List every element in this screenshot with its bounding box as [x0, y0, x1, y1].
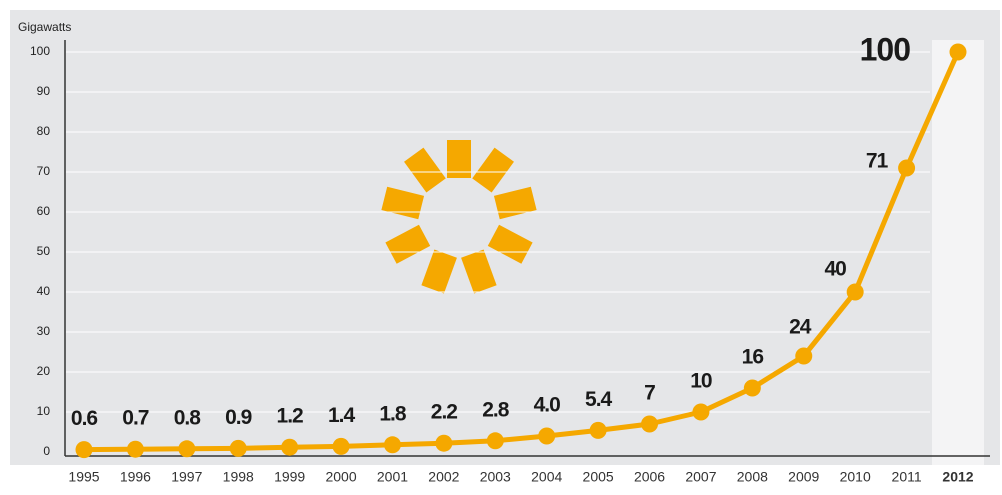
- x-tick-label: 2005: [583, 469, 614, 485]
- value-label: 5.4: [585, 388, 613, 411]
- value-label: 0.7: [122, 407, 149, 430]
- value-label: 4.0: [534, 394, 561, 417]
- sun-icon: [381, 140, 537, 294]
- x-tick-label: 2010: [840, 469, 871, 485]
- value-label: 1.8: [379, 402, 407, 425]
- y-tick-label: 80: [37, 124, 51, 138]
- point: [486, 432, 504, 450]
- point: [538, 427, 556, 445]
- line: [83, 50, 961, 453]
- point: [126, 440, 144, 458]
- y-tick-label: 50: [37, 244, 51, 258]
- point: [589, 421, 607, 439]
- point: [949, 43, 967, 61]
- x-tick-label: 1996: [120, 469, 151, 485]
- x-tick-label: 2000: [325, 469, 356, 485]
- point: [846, 283, 864, 301]
- point: [75, 441, 93, 459]
- x-tick-label: 2012: [942, 469, 973, 485]
- x-tick-label: 1995: [68, 469, 99, 485]
- x-tick-label: 1999: [274, 469, 305, 485]
- x-tick-label: 2002: [428, 469, 459, 485]
- point: [281, 438, 299, 456]
- value-label: 1.4: [328, 404, 356, 427]
- value-label: 2.2: [431, 401, 458, 424]
- y-tick-label: 70: [37, 164, 51, 178]
- x-tick-label: 2001: [377, 469, 408, 485]
- point: [435, 434, 453, 452]
- value-label: 71: [866, 150, 889, 173]
- point: [332, 437, 350, 455]
- value-label: 100: [860, 31, 911, 67]
- point: [229, 439, 247, 457]
- point: [743, 379, 761, 397]
- x-tick-label: 2004: [531, 469, 562, 485]
- y-tick-label: 60: [37, 204, 51, 218]
- y-tick-label: 20: [37, 364, 51, 378]
- value-label: 40: [824, 258, 846, 281]
- point: [898, 159, 916, 177]
- point: [178, 440, 196, 458]
- x-tick-label: 2007: [685, 469, 716, 485]
- y-axis-label: Gigawatts: [18, 20, 71, 34]
- value-label: 1.2: [277, 405, 304, 428]
- point: [641, 415, 659, 433]
- value-label: 0.9: [225, 406, 252, 429]
- x-tick-label: 2009: [788, 469, 819, 485]
- point: [383, 436, 401, 454]
- value-label: 0.8: [174, 406, 202, 429]
- value-label: 10: [690, 370, 712, 393]
- point: [795, 347, 813, 365]
- x-tick-label: 2008: [737, 469, 768, 485]
- x-tick-label: 1998: [223, 469, 254, 485]
- y-tick-label: 40: [37, 284, 51, 298]
- x-tick-label: 2006: [634, 469, 665, 485]
- point: [692, 403, 710, 421]
- y-tick-label: 10: [37, 404, 51, 418]
- y-tick-label: 90: [37, 84, 51, 98]
- x-tick-label: 2003: [480, 469, 511, 485]
- y-tick-label: 100: [30, 44, 50, 58]
- y-tick-label: 30: [37, 324, 51, 338]
- value-label: 2.8: [482, 398, 510, 421]
- value-label: 0.6: [71, 407, 98, 430]
- x-tick-label: 1997: [171, 469, 202, 485]
- y-tick-label: 0: [43, 444, 50, 458]
- value-label: 24: [789, 316, 812, 339]
- value-label: 7: [644, 382, 655, 405]
- highlight-column: [932, 40, 984, 465]
- value-label: 16: [742, 346, 764, 369]
- x-tick-label: 2011: [892, 469, 922, 485]
